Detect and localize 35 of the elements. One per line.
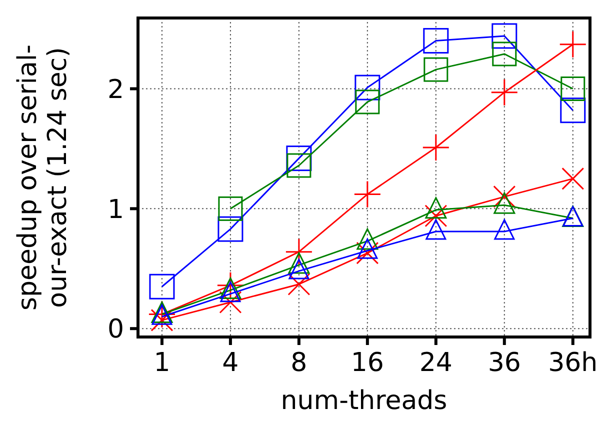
point	[422, 134, 449, 161]
point	[356, 242, 379, 264]
x-tick-label: 1	[154, 348, 170, 378]
point	[218, 196, 243, 221]
point	[286, 153, 312, 178]
point	[354, 181, 380, 208]
x-tick-label: 16	[350, 348, 384, 378]
point	[560, 31, 586, 58]
point	[491, 79, 518, 106]
x-tick-label: 36h	[548, 348, 598, 378]
point	[424, 57, 448, 82]
x-tick-label: 8	[290, 348, 308, 378]
y-tick-label: 2	[107, 74, 124, 105]
point	[355, 90, 380, 114]
point	[562, 167, 584, 190]
x-tick-label: 4	[222, 348, 239, 378]
point	[560, 98, 586, 124]
point	[354, 74, 380, 100]
x-tick-label: 36	[488, 348, 521, 378]
y-axis-title: speedup over serial- our-exact (1.24 sec)	[13, 44, 73, 311]
point	[423, 28, 449, 54]
point	[493, 185, 516, 208]
point	[424, 204, 448, 228]
point	[492, 23, 518, 49]
y-tick-label: 1	[107, 194, 124, 225]
point	[149, 274, 175, 300]
point	[288, 272, 310, 296]
point	[286, 146, 312, 172]
point	[560, 76, 586, 102]
x-tick-label: 24	[419, 348, 452, 378]
point	[219, 290, 242, 314]
x-axis-title: num-threads	[280, 386, 448, 416]
point	[492, 42, 517, 66]
y-tick-label: 0	[107, 314, 124, 345]
point	[218, 216, 244, 242]
